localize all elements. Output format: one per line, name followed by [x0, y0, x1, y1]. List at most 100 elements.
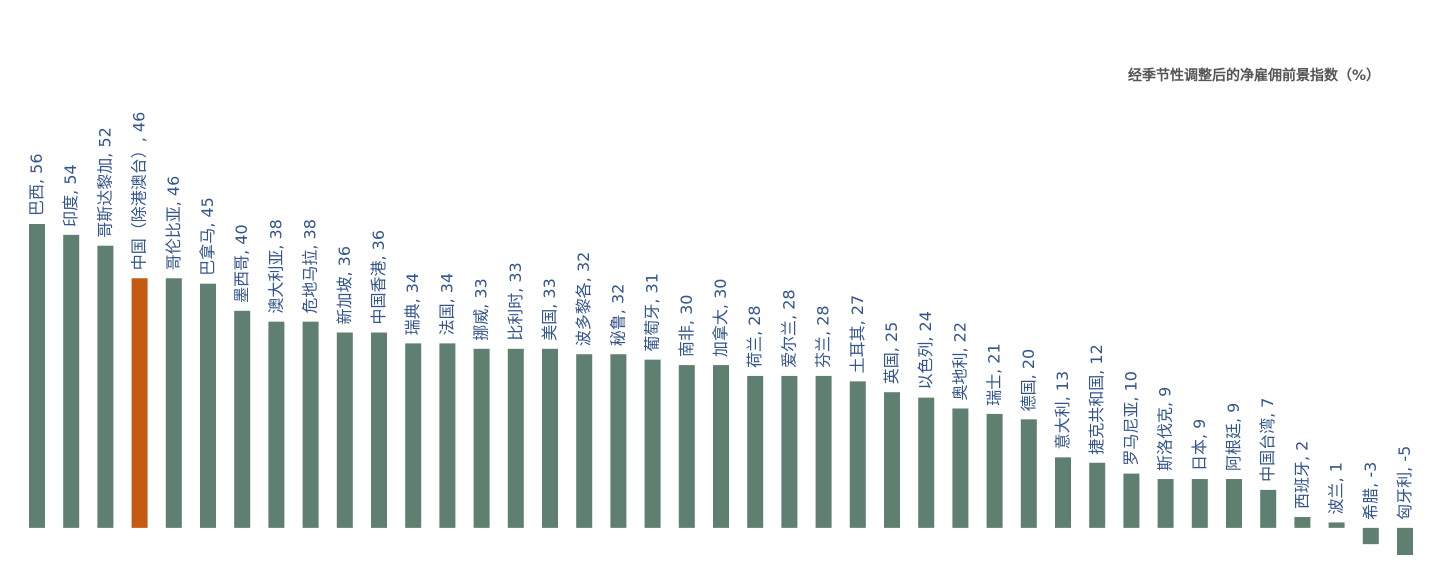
bar-label: 哥伦比亚, 46 — [163, 176, 182, 271]
bar-label: 中国（除港澳台）, 46 — [129, 112, 148, 271]
bar — [986, 413, 1003, 528]
bar — [884, 392, 900, 528]
label-separator: , — [1224, 413, 1243, 423]
value-label: 28 — [779, 289, 798, 309]
label-separator: , — [163, 196, 182, 206]
bar-label: 南非, 30 — [676, 295, 695, 358]
value-label: 40 — [232, 224, 251, 244]
bar — [1191, 479, 1208, 528]
bar-label: 澳大利亚, 38 — [266, 219, 285, 314]
label-separator: , — [27, 174, 46, 184]
bar-label: 瑞典, 34 — [403, 273, 422, 336]
bar — [1055, 457, 1071, 528]
label-separator: , — [676, 315, 695, 325]
value-label: 21 — [984, 343, 1003, 363]
label-separator: , — [1121, 391, 1140, 401]
value-label: 25 — [882, 322, 901, 342]
bar-label: 加拿大, 30 — [711, 279, 730, 358]
category-label: 土耳其 — [847, 325, 866, 373]
value-label: 46 — [163, 176, 182, 196]
bar-label: 挪威, 33 — [471, 278, 490, 341]
label-separator: , — [437, 293, 456, 303]
bar-label: 美国, 33 — [540, 278, 559, 341]
value-label: 30 — [711, 279, 730, 299]
value-label: 1 — [1326, 462, 1345, 472]
bar-label: 以色列, 24 — [916, 311, 935, 390]
category-label: 爱尔兰 — [779, 320, 798, 368]
label-separator: , — [1360, 478, 1379, 488]
category-label: 加拿大 — [711, 309, 730, 357]
category-label: 捷克共和国 — [1087, 375, 1106, 455]
category-label: 波多黎各 — [574, 282, 593, 346]
value-label: 46 — [129, 112, 148, 132]
category-label: 英国 — [882, 352, 901, 384]
value-label: 20 — [1018, 349, 1037, 369]
value-label: 45 — [198, 197, 217, 217]
label-separator: , — [471, 299, 490, 309]
value-label: 9 — [1189, 419, 1208, 429]
label-separator: , — [61, 185, 80, 195]
bar-label: 捷克共和国, 12 — [1087, 344, 1106, 455]
bar-label: 中国香港, 36 — [369, 230, 388, 325]
bar — [200, 283, 216, 528]
label-separator: , — [232, 245, 251, 255]
label-separator: , — [711, 299, 730, 309]
bar-label: 瑞士, 21 — [984, 343, 1003, 406]
bar-label: 奥地利, 22 — [950, 322, 969, 401]
label-separator: , — [300, 239, 319, 249]
label-separator: , — [1189, 429, 1208, 439]
category-label: 荷兰 — [745, 336, 764, 368]
value-label: 24 — [916, 311, 935, 331]
value-label: 10 — [1121, 371, 1140, 391]
value-label: 33 — [540, 278, 559, 298]
label-separator: , — [608, 304, 627, 314]
bar-label: 爱尔兰, 28 — [779, 289, 798, 368]
value-label: 28 — [745, 305, 764, 325]
bar — [439, 343, 456, 528]
bar — [1089, 462, 1106, 528]
label-separator: , — [540, 299, 559, 309]
bar — [473, 348, 490, 528]
value-label: 36 — [334, 246, 353, 266]
label-separator: , — [266, 239, 285, 249]
category-label: 波兰 — [1326, 482, 1345, 514]
category-label: 巴拿马 — [198, 228, 217, 276]
bar-label: 英国, 25 — [882, 322, 901, 385]
value-label: 32 — [574, 252, 593, 272]
value-label: 33 — [505, 262, 524, 282]
category-label: 法国 — [437, 303, 456, 335]
category-label: 斯洛伐克 — [1155, 407, 1174, 471]
label-separator: , — [369, 250, 388, 260]
label-separator: , — [882, 342, 901, 352]
bar — [713, 365, 729, 528]
category-label: 德国 — [1018, 379, 1037, 411]
bar-label: 新加坡, 36 — [334, 246, 353, 325]
bar-label: 秘鲁, 32 — [608, 284, 627, 347]
category-label: 日本 — [1189, 439, 1208, 471]
label-separator: , — [847, 315, 866, 325]
bar-label: 中国台湾, 7 — [1258, 398, 1277, 482]
bar-label: 芬兰, 28 — [813, 305, 832, 368]
value-label: 56 — [27, 153, 46, 173]
value-label: -3 — [1360, 462, 1379, 478]
chart-title: 经季节性调整后的净雇佣前景指数（%） — [1128, 67, 1380, 84]
bar-label: 希腊, -3 — [1360, 462, 1379, 520]
value-label: 54 — [61, 164, 80, 184]
category-label: 以色列 — [916, 342, 935, 390]
bar-label: 法国, 34 — [437, 273, 456, 336]
category-label: 瑞士 — [984, 374, 1003, 406]
value-label: 9 — [1224, 403, 1243, 413]
category-label: 澳大利亚 — [266, 250, 285, 314]
category-label: 罗马尼亚 — [1121, 402, 1140, 466]
category-label: 挪威 — [471, 309, 490, 341]
bar — [849, 381, 866, 528]
bar-label: 危地马拉, 38 — [300, 219, 319, 314]
bar-label: 葡萄牙, 31 — [642, 273, 661, 352]
bar — [576, 354, 593, 528]
label-separator: , — [574, 272, 593, 282]
value-label: 31 — [642, 273, 661, 293]
bar-label: 印度, 54 — [61, 164, 80, 227]
bar — [747, 375, 764, 528]
bar-label: 西班牙, 2 — [1292, 441, 1311, 509]
bar — [165, 278, 182, 528]
